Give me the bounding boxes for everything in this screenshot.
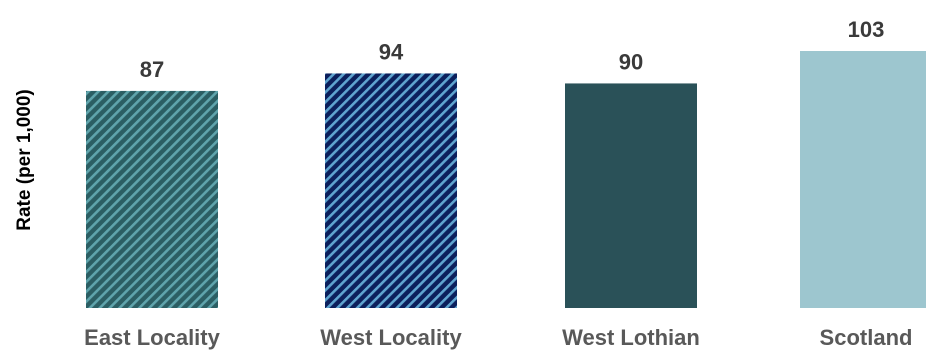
- category-label-west-locality: West Locality: [320, 325, 462, 350]
- bar-east-locality: [86, 90, 218, 308]
- value-label-west-locality: 94: [379, 39, 404, 64]
- bars-group: [86, 51, 926, 308]
- value-label-west-lothian: 90: [619, 49, 643, 74]
- bar-west-locality: [325, 73, 457, 308]
- value-labels-group: 87 94 90 103: [140, 17, 885, 82]
- y-axis-label: Rate (per 1,000): [14, 89, 35, 231]
- category-label-scotland: Scotland: [820, 325, 913, 350]
- bar-west-lothian: [565, 83, 697, 308]
- category-labels-group: East Locality West Locality West Lothian Sc…: [84, 325, 912, 350]
- value-label-scotland: 103: [848, 17, 885, 42]
- bar-scotland: [800, 51, 926, 308]
- category-label-east-locality: East Locality: [84, 325, 220, 350]
- category-label-west-lothian: West Lothian: [562, 325, 700, 350]
- value-label-east-locality: 87: [140, 57, 164, 82]
